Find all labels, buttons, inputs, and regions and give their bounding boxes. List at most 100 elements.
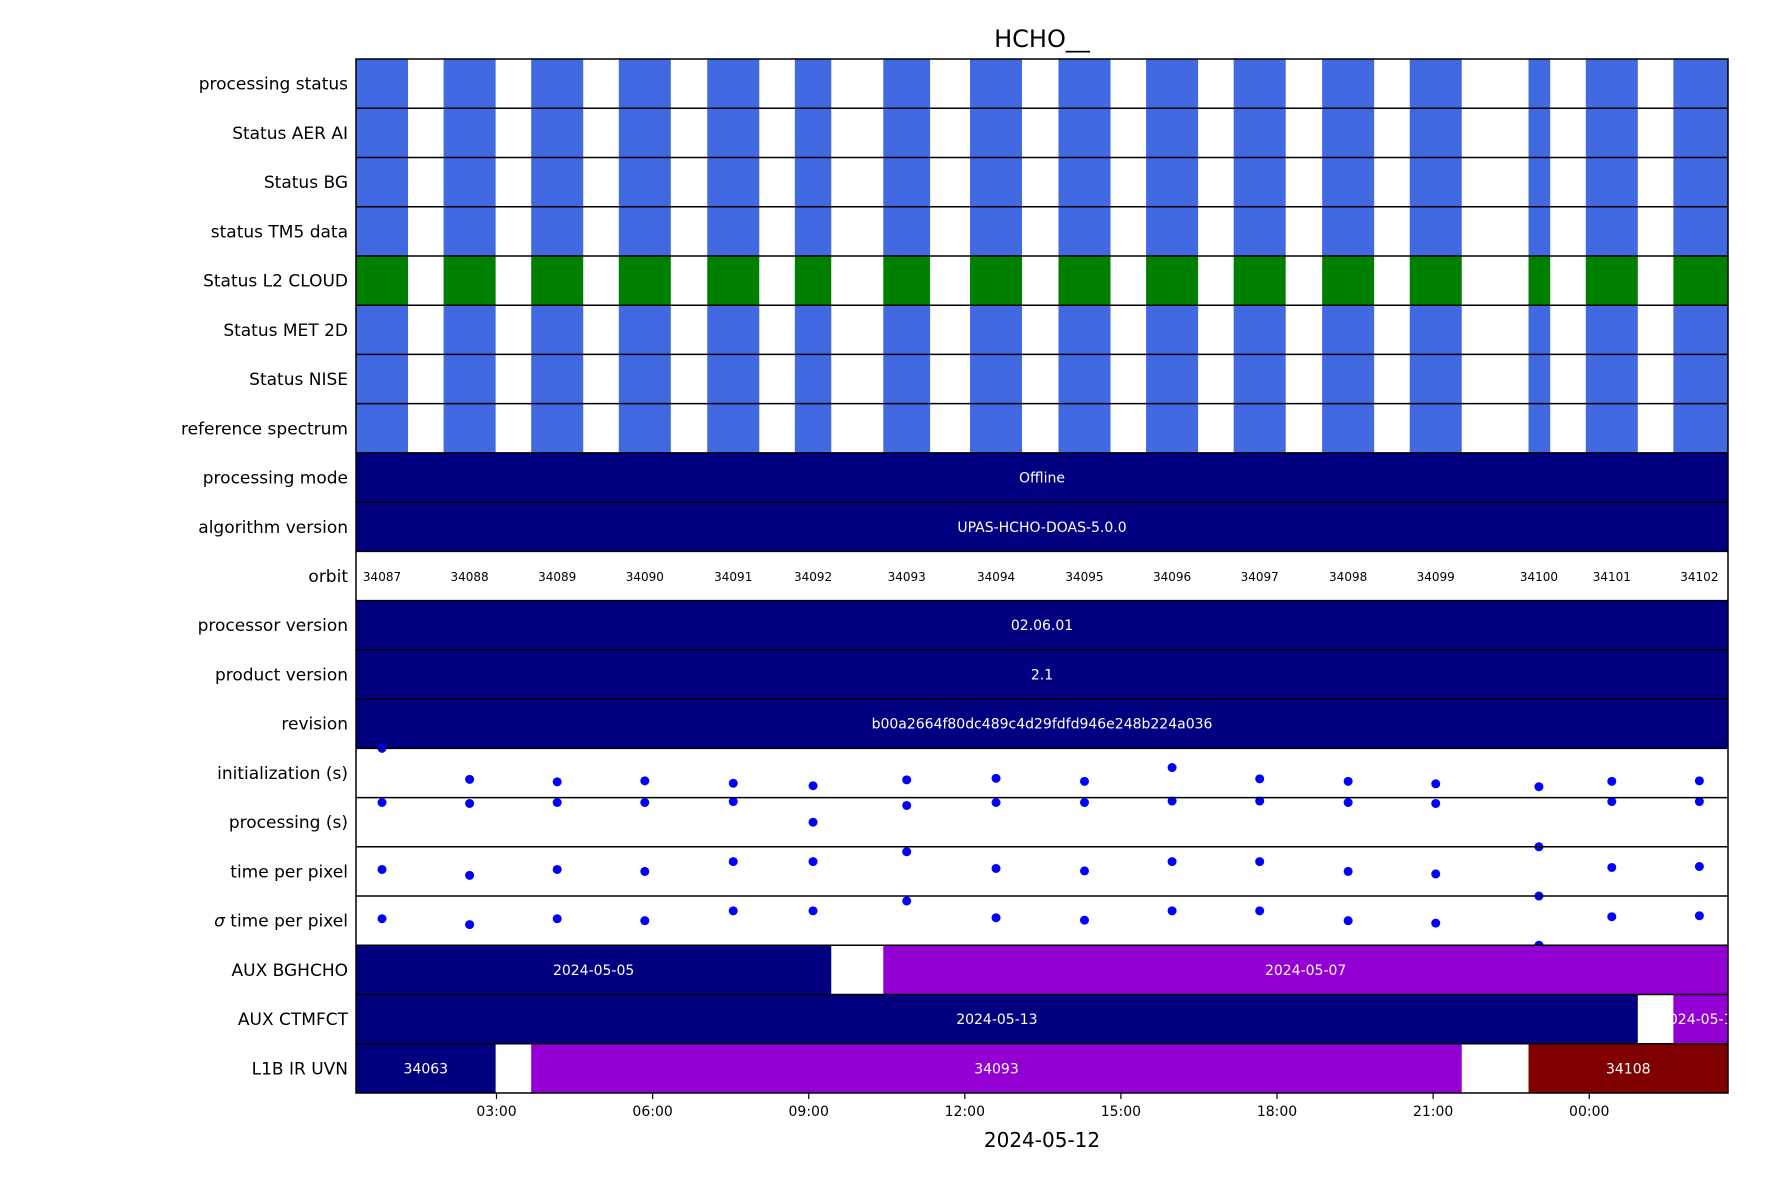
status-segment xyxy=(1409,59,1462,109)
status-segment xyxy=(531,305,584,355)
orbit-label: 34091 xyxy=(714,570,752,584)
row-label: processing (s) xyxy=(229,813,348,833)
data-point xyxy=(1167,796,1177,806)
status-segment xyxy=(1409,305,1462,355)
status-segment xyxy=(1528,255,1551,306)
status-segment xyxy=(1585,206,1638,256)
chart-title: HCHO__ xyxy=(994,25,1091,53)
status-segment xyxy=(1409,108,1462,158)
status-segment xyxy=(970,59,1023,109)
status-segment xyxy=(531,59,584,109)
row-label: reference spectrum xyxy=(181,419,348,439)
status-segment xyxy=(1673,354,1728,404)
data-point xyxy=(808,857,818,867)
status-segment xyxy=(883,59,931,109)
row-9: algorithm version UPAS-HCHO-DOAS-5.0.0 xyxy=(198,502,1728,552)
band-label: 2024-05-05 xyxy=(553,963,634,979)
status-segment xyxy=(707,354,760,404)
status-segment xyxy=(1146,354,1199,404)
status-segment xyxy=(1528,305,1551,355)
orbit-label: 34088 xyxy=(451,570,489,584)
status-segment xyxy=(970,403,1023,453)
row-17: σ time per pixel xyxy=(214,896,1704,950)
status-segment xyxy=(1673,403,1728,453)
data-point xyxy=(1079,776,1089,786)
status-segment xyxy=(356,354,409,404)
status-segment xyxy=(1146,59,1199,109)
status-segment xyxy=(1233,305,1286,355)
row-3: status TM5 data xyxy=(211,206,1728,256)
data-point xyxy=(465,774,475,784)
status-segment xyxy=(883,157,931,207)
status-segment xyxy=(883,255,931,306)
status-segment xyxy=(1322,305,1375,355)
data-point xyxy=(991,797,1001,807)
row-label: Status L2 CLOUD xyxy=(203,272,348,292)
row-label: orbit xyxy=(308,567,348,587)
band-label: 34093 xyxy=(974,1061,1019,1077)
status-segment xyxy=(883,403,931,453)
orbit-label: 34092 xyxy=(794,570,832,584)
status-segment xyxy=(531,403,584,453)
status-segment xyxy=(1322,255,1375,306)
status-segment xyxy=(1673,59,1728,109)
status-segment xyxy=(1233,108,1286,158)
status-segment xyxy=(1146,206,1199,256)
row-11: processor version 02.06.01 xyxy=(198,600,1728,650)
data-point xyxy=(1079,915,1089,925)
sigma-symbol: σ xyxy=(214,912,230,932)
data-point xyxy=(1343,797,1353,807)
status-segment xyxy=(1528,206,1551,256)
row-label: initialization (s) xyxy=(217,764,348,784)
row-7: reference spectrum xyxy=(181,403,1728,453)
band xyxy=(356,600,1728,650)
row-18: AUX BGHCHO 2024-05-05 2024-05-07 xyxy=(232,945,1728,995)
data-point xyxy=(1079,797,1089,807)
status-segment xyxy=(707,206,760,256)
data-point xyxy=(1167,857,1177,867)
orbit-label: 34089 xyxy=(538,570,576,584)
band-label: Offline xyxy=(1019,471,1065,487)
data-point xyxy=(728,906,738,916)
band xyxy=(531,1043,1462,1093)
status-segment xyxy=(707,403,760,453)
data-point xyxy=(1607,912,1617,922)
data-point xyxy=(1607,797,1617,807)
orbit-label: 34095 xyxy=(1065,570,1103,584)
data-point xyxy=(1255,857,1265,867)
x-axis-label: 2024-05-12 xyxy=(984,1128,1100,1152)
band xyxy=(883,945,1728,995)
row-label: time per pixel xyxy=(230,862,348,882)
data-point xyxy=(465,870,475,880)
data-point xyxy=(1079,866,1089,876)
row-6: Status NISE xyxy=(249,354,1728,404)
row-0: processing status xyxy=(199,59,1728,109)
status-segment xyxy=(883,354,931,404)
status-segment xyxy=(443,354,496,404)
status-segment xyxy=(1409,403,1462,453)
status-segment xyxy=(356,157,409,207)
status-segment xyxy=(1058,305,1111,355)
band xyxy=(356,1043,496,1093)
status-segment xyxy=(970,157,1023,207)
data-point xyxy=(1343,866,1353,876)
band-label: 2.1 xyxy=(1031,667,1053,683)
status-segment xyxy=(1233,354,1286,404)
data-point xyxy=(377,797,387,807)
status-segment xyxy=(794,354,832,404)
status-segment xyxy=(970,206,1023,256)
status-segment xyxy=(443,403,496,453)
data-point xyxy=(552,797,562,807)
band-label: 34108 xyxy=(1606,1061,1651,1077)
status-segment xyxy=(970,108,1023,158)
band xyxy=(356,452,1728,503)
status-segment xyxy=(443,206,496,256)
status-segment xyxy=(794,157,832,207)
x-tick-label: 00:00 xyxy=(1569,1104,1609,1120)
orbit-label: 34087 xyxy=(363,570,401,584)
data-point xyxy=(728,797,738,807)
status-segment xyxy=(794,206,832,256)
status-segment xyxy=(618,354,671,404)
x-tick-label: 18:00 xyxy=(1257,1104,1297,1120)
data-point xyxy=(1694,862,1704,872)
